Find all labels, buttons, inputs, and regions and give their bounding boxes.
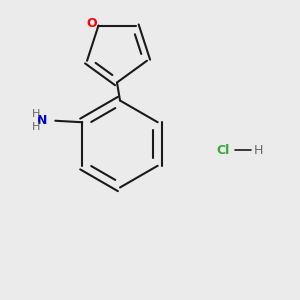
Text: Cl: Cl xyxy=(216,143,229,157)
Text: H: H xyxy=(253,143,263,157)
Text: H: H xyxy=(32,122,41,132)
Text: O: O xyxy=(87,17,97,30)
Text: N: N xyxy=(37,114,47,127)
Text: H: H xyxy=(32,109,41,119)
